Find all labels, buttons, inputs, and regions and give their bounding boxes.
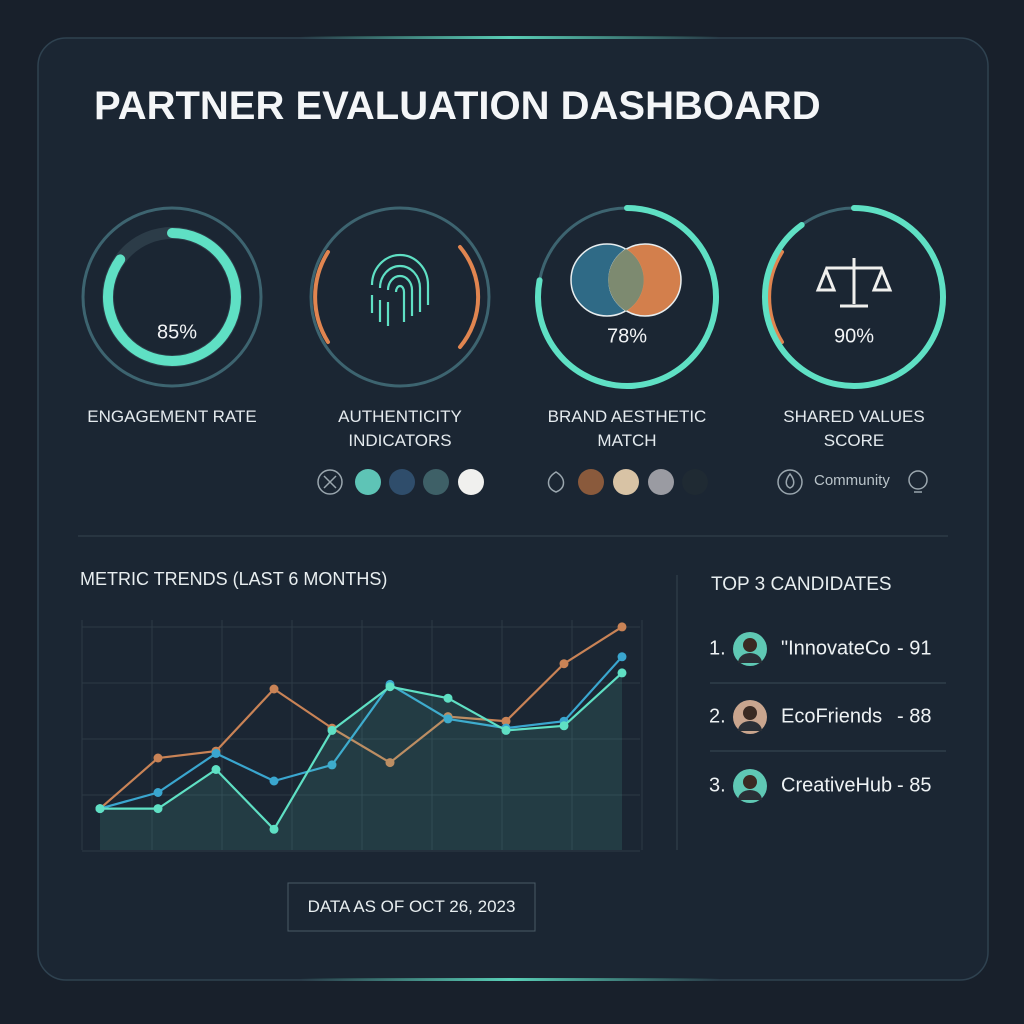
- title: PARTNER EVALUATION DASHBOARD: [94, 84, 821, 128]
- candidate-name: EcoFriends: [781, 705, 882, 727]
- series-line: [99, 625, 623, 810]
- gauge-arc: [103, 228, 241, 366]
- avatar-head: [743, 706, 757, 720]
- glow-bottom: [300, 978, 720, 981]
- series-point: [501, 716, 511, 726]
- series-point: [211, 748, 221, 758]
- avatar-head: [743, 775, 757, 789]
- color-swatch: [613, 469, 639, 495]
- scales-icon: [815, 258, 893, 308]
- footer-text: DATA AS OF OCT 26, 2023: [307, 897, 516, 916]
- series-point: [153, 788, 163, 797]
- color-swatch: [389, 469, 415, 495]
- color-swatch: [458, 469, 484, 495]
- candidate-rank: 3.: [709, 774, 726, 796]
- gauge-label: BRAND AESTHETIC MATCH: [547, 407, 707, 450]
- series-point: [617, 652, 627, 662]
- candidate-name: CreativeHub: [781, 774, 892, 796]
- gauge-value: 78%: [607, 325, 647, 347]
- footer-box: [287, 882, 536, 932]
- series-point: [327, 725, 337, 735]
- gauge-ring: [309, 206, 491, 388]
- series-point: [617, 622, 627, 632]
- avatar-body: [738, 790, 762, 800]
- gauge-value: 85%: [157, 321, 197, 343]
- venn-icon: [570, 243, 682, 317]
- color-swatch: [682, 469, 708, 495]
- color-swatch: [423, 469, 449, 495]
- series-point: [153, 753, 163, 763]
- candidate-rank: 1.: [709, 637, 726, 659]
- series-line: [100, 672, 623, 832]
- gauge-accent: [767, 250, 784, 344]
- series-point: [385, 682, 395, 692]
- series-point: [211, 765, 221, 774]
- candidate-name: "InnovateCo: [781, 637, 890, 659]
- gauge-arc: [762, 205, 946, 389]
- gauge-arc: [535, 205, 719, 389]
- series-point: [385, 758, 395, 768]
- fingerprint-icon: [370, 253, 430, 326]
- avatar-body: [738, 653, 762, 663]
- avatar-head: [743, 638, 757, 652]
- series-point: [443, 693, 453, 703]
- series-line: [99, 656, 623, 810]
- candidate-score: - 88: [897, 705, 931, 727]
- gauge-value: 90%: [834, 325, 874, 347]
- small-icons: [317, 469, 928, 495]
- color-swatch: [648, 469, 674, 495]
- gauge-accent: [313, 250, 330, 344]
- series-point: [95, 804, 105, 814]
- candidate-score: - 85: [897, 774, 931, 796]
- gauge-label: SHARED VALUES SCORE: [783, 407, 925, 450]
- color-swatch: [355, 469, 381, 495]
- avatar-body: [738, 721, 762, 731]
- chart-title: METRIC TRENDS (LAST 6 MONTHS): [80, 569, 388, 589]
- series-point: [617, 668, 627, 678]
- series-point: [153, 804, 163, 814]
- gauge-accent: [458, 245, 481, 349]
- values-tag: Community: [814, 472, 890, 489]
- candidate-score: - 91: [897, 637, 931, 659]
- series-point: [559, 659, 569, 669]
- series-point: [443, 714, 453, 724]
- series-point: [501, 725, 511, 735]
- series-area: [100, 672, 622, 850]
- candidate-rank: 2.: [709, 705, 726, 727]
- color-swatch: [578, 469, 604, 495]
- series-point: [269, 824, 279, 834]
- series-point: [269, 776, 279, 786]
- gauge-ring: [81, 206, 263, 388]
- gauge-label: ENGAGEMENT RATE: [87, 407, 257, 426]
- candidates-title: TOP 3 CANDIDATES: [711, 574, 892, 595]
- gauge-label: AUTHENTICITY INDICATORS: [338, 407, 462, 450]
- glow-top: [300, 36, 720, 39]
- series-point: [327, 760, 337, 770]
- series-point: [269, 684, 279, 694]
- series-point: [559, 721, 569, 731]
